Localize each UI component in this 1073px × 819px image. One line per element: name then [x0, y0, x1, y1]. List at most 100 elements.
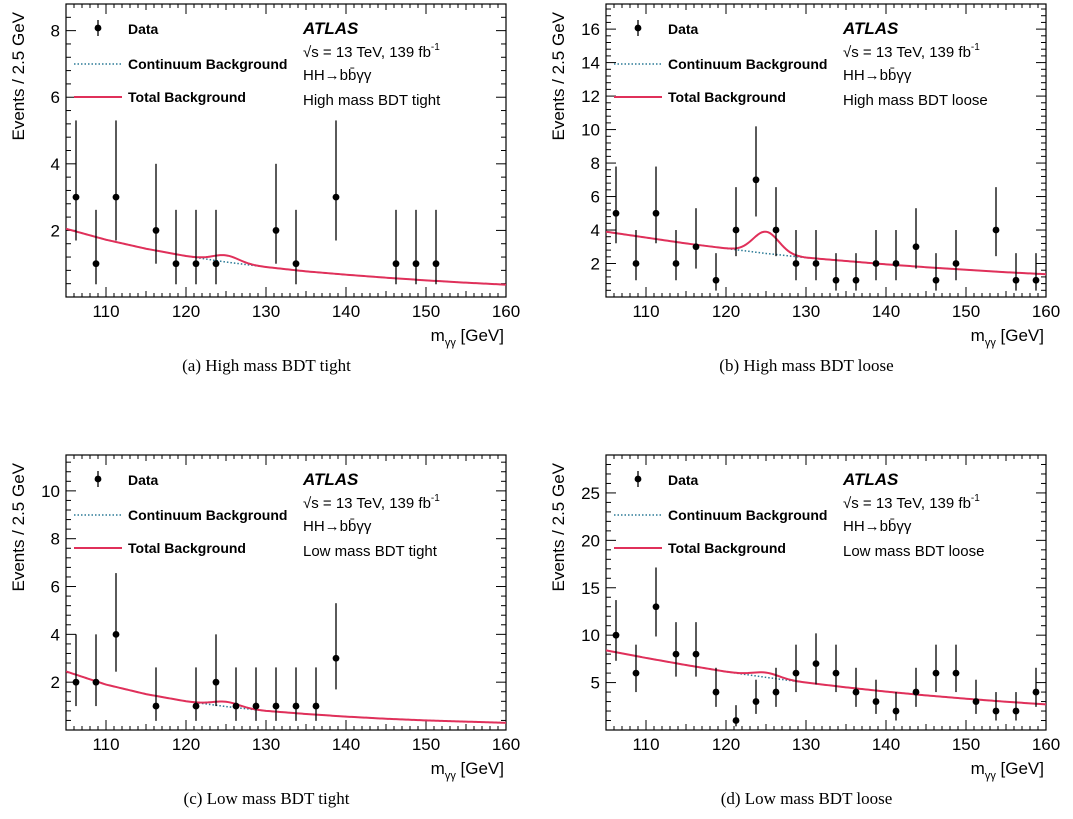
- y-tick-label: 5: [591, 674, 600, 693]
- data-marker: [612, 209, 620, 217]
- data-point: [772, 667, 780, 707]
- category-label: Low mass BDT tight: [303, 543, 438, 560]
- atlas-label-block: ATLAS √s = 13 TeV, 139 fb-1 HH→bb̄γγ High m…: [842, 19, 988, 109]
- data-point: [332, 603, 340, 690]
- data-point: [812, 230, 820, 281]
- data-point: [672, 230, 680, 281]
- panel-high-mass-bdt-tight: 110 120 130 140 150 160 2 4 6 8 Events / 2.5 GeV mγ…: [0, 0, 533, 380]
- curves: [606, 649, 1046, 706]
- series-total-background: [606, 649, 1046, 706]
- x-axis-label-sub: γγ: [445, 770, 457, 782]
- data-marker: [152, 702, 160, 710]
- data-marker: [852, 276, 860, 284]
- data-marker: [872, 698, 880, 705]
- data-point: [832, 644, 840, 693]
- y-axis: 2 4 6 8 10: [41, 461, 506, 721]
- data-point: [172, 209, 180, 285]
- data-marker: [872, 260, 880, 267]
- data-marker: [92, 678, 100, 686]
- data-marker: [912, 688, 920, 696]
- data-marker: [692, 243, 700, 251]
- data-point: [212, 209, 220, 285]
- caption: (c) Low mass BDT tight: [183, 789, 350, 808]
- y-tick-label: 12: [581, 87, 600, 106]
- data-marker: [752, 698, 760, 705]
- energy-label-sup: -1: [431, 42, 440, 53]
- y-tick-label: 10: [581, 121, 600, 140]
- data-point: [792, 230, 800, 281]
- y-tick-label: 4: [591, 221, 600, 240]
- y-axis-label: Events / 2.5 GeV: [9, 462, 28, 591]
- legend: Data Continuum Background Total Background: [614, 471, 827, 556]
- x-tick-label: 120: [172, 302, 200, 321]
- data-marker: [832, 276, 840, 284]
- legend-total-label: Total Background: [668, 540, 786, 556]
- data-point: [72, 634, 80, 707]
- data-marker: [812, 260, 820, 267]
- data-marker: [832, 669, 840, 677]
- x-tick-label: 140: [872, 302, 900, 321]
- legend-continuum-label: Continuum Background: [668, 56, 827, 72]
- atlas-label: ATLAS: [302, 19, 359, 38]
- data-point: [752, 679, 760, 714]
- data-marker: [672, 260, 680, 267]
- data-point: [272, 163, 280, 264]
- atlas-label-block: ATLAS √s = 13 TeV, 139 fb-1 HH→bb̄γγ Low ma…: [842, 470, 984, 560]
- x-tick-label: 150: [412, 735, 440, 754]
- x-tick-label: 130: [252, 735, 280, 754]
- data-point: [72, 120, 80, 241]
- legend-data-label: Data: [128, 472, 159, 488]
- data-marker: [212, 260, 220, 268]
- data-point: [1012, 692, 1020, 721]
- energy-label: √s = 13 TeV, 139 fb-1: [843, 493, 980, 512]
- data-point: [612, 166, 620, 244]
- data-marker: [392, 260, 400, 268]
- y-axis-label: Events / 2.5 GeV: [549, 462, 568, 591]
- series-total-background: [606, 230, 1046, 276]
- y-axis-label: Events / 2.5 GeV: [9, 11, 28, 140]
- data-point: [632, 230, 640, 281]
- data-marker: [852, 688, 860, 696]
- data-point: [292, 209, 300, 285]
- data-marker: [632, 669, 640, 677]
- x-axis-label-unit: [GeV]: [456, 326, 504, 345]
- y-axis-label: Events / 2.5 GeV: [549, 11, 568, 140]
- data-marker: [272, 227, 280, 234]
- energy-label: √s = 13 TeV, 139 fb-1: [843, 42, 980, 61]
- data-marker: [772, 688, 780, 696]
- data-point: [152, 667, 160, 721]
- x-axis-label-unit: [GeV]: [456, 759, 504, 778]
- data-marker: [332, 654, 340, 662]
- data-marker: [272, 702, 280, 710]
- y-tick-label: 4: [51, 625, 60, 644]
- data-marker: [612, 631, 620, 639]
- data-marker: [1032, 276, 1040, 284]
- energy-label: √s = 13 TeV, 139 fb-1: [303, 42, 440, 61]
- data-marker: [892, 707, 900, 715]
- data-marker: [812, 660, 820, 668]
- data-marker: [112, 193, 120, 201]
- y-tick-label: 6: [51, 578, 60, 597]
- data-point: [792, 644, 800, 693]
- data-marker: [732, 226, 740, 234]
- x-axis-label: mγγ [GeV]: [971, 759, 1044, 782]
- data-point: [852, 253, 860, 291]
- legend-data-marker: [94, 475, 102, 483]
- data-marker: [312, 702, 320, 710]
- panel-high-mass-bdt-loose: 110 120 130 140 150 160 2 4 6 8 10 12 14 16 Events / 2…: [540, 0, 1073, 380]
- y-tick-label: 2: [51, 221, 60, 240]
- data-marker: [952, 669, 960, 677]
- data-point: [252, 667, 260, 721]
- data-marker: [752, 176, 760, 184]
- x-tick-label: 110: [632, 302, 659, 321]
- data-marker: [892, 260, 900, 267]
- y-tick-label: 6: [591, 188, 600, 207]
- legend-data-label: Data: [128, 21, 159, 37]
- data-point: [612, 600, 620, 661]
- x-tick-label: 150: [412, 302, 440, 321]
- data-marker: [1012, 276, 1020, 284]
- x-tick-label: 160: [1032, 302, 1060, 321]
- data-marker: [232, 702, 240, 710]
- data-point: [1032, 667, 1040, 707]
- data-marker: [912, 243, 920, 251]
